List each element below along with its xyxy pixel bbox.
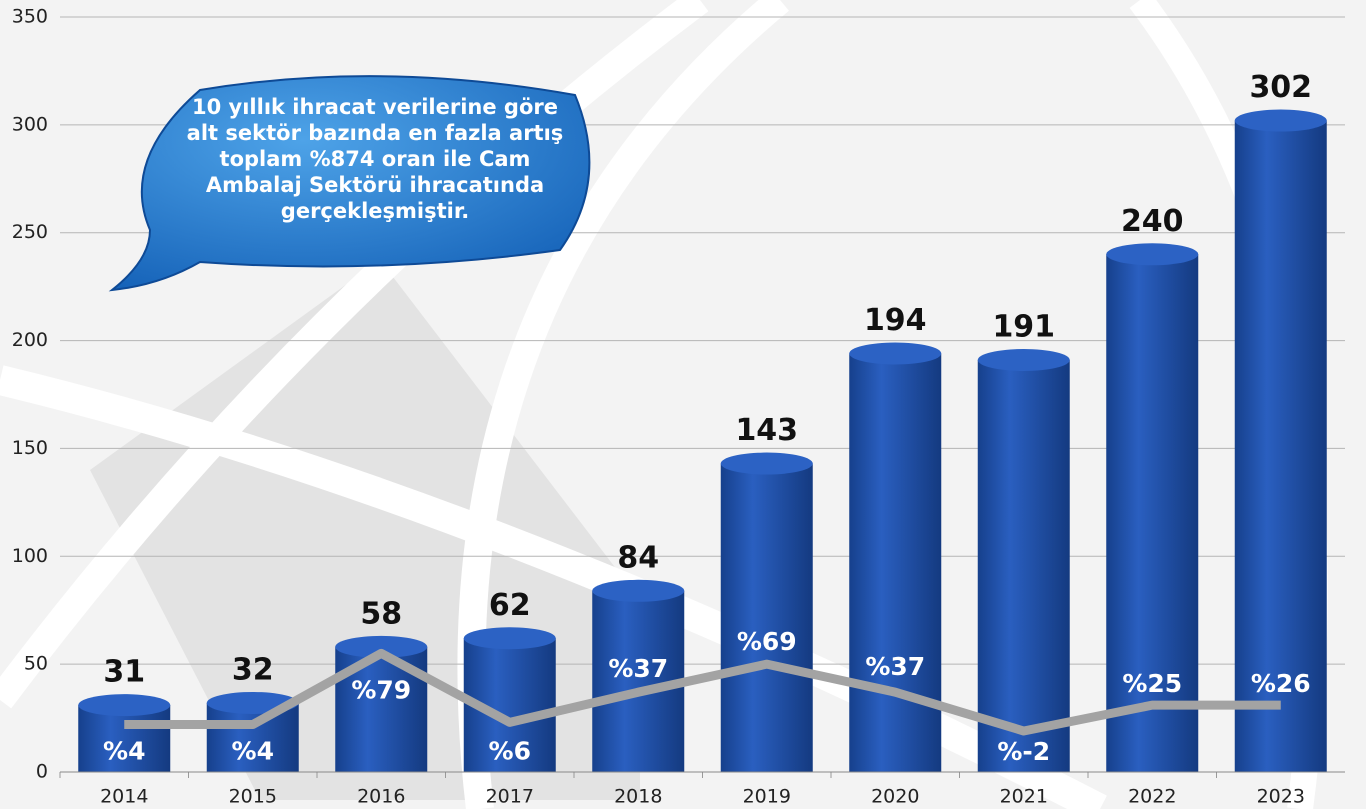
growth-label: %25	[1122, 669, 1182, 698]
x-tick-label: 2019	[743, 786, 791, 808]
growth-line	[124, 648, 1281, 736]
x-tick-label: 2023	[1257, 786, 1305, 808]
value-label: 84	[617, 540, 659, 575]
y-tick-label: 300	[12, 113, 48, 135]
x-tick-label: 2020	[871, 786, 919, 808]
x-tick-label: 2016	[357, 786, 405, 808]
growth-label: %37	[608, 654, 668, 683]
x-tick-label: 2021	[1000, 786, 1048, 808]
bar	[78, 705, 171, 772]
bar-top	[1234, 109, 1327, 132]
bar	[206, 702, 299, 772]
annotation-line: gerçekleşmiştir.	[281, 199, 469, 223]
bar	[720, 463, 813, 772]
value-label: 31	[103, 655, 145, 690]
value-label: 143	[735, 413, 798, 448]
x-tick-label: 2018	[614, 786, 662, 808]
y-tick-label: 150	[12, 437, 48, 459]
bar-top	[592, 579, 685, 602]
bar-top	[463, 627, 556, 650]
value-label: 62	[489, 588, 531, 623]
bar-top	[1106, 243, 1199, 266]
y-tick-label: 350	[12, 6, 48, 28]
value-label: 194	[864, 303, 927, 338]
bg-swoosh	[0, 0, 709, 709]
y-tick-label: 250	[12, 221, 48, 243]
y-tick-label: 100	[12, 545, 48, 567]
bar-top	[977, 348, 1070, 371]
x-tick-label: 2015	[229, 786, 277, 808]
bar	[849, 353, 942, 772]
growth-label: %37	[865, 652, 925, 681]
value-label: 32	[232, 652, 274, 687]
bar-top	[720, 452, 813, 475]
bar-top	[849, 342, 942, 365]
bar-top	[78, 694, 171, 717]
value-label: 240	[1121, 204, 1184, 239]
growth-label: %4	[232, 737, 274, 766]
x-tick-label: 2022	[1128, 786, 1176, 808]
speech-bubble	[108, 75, 591, 292]
y-tick-label: 0	[36, 761, 48, 783]
growth-label: %79	[351, 675, 411, 704]
value-label: 302	[1249, 70, 1312, 105]
annotation-line: 10 yıllık ihracat verilerine göre	[192, 95, 558, 119]
value-label: 191	[992, 309, 1055, 344]
annotation-line: Ambalaj Sektörü ihracatında	[206, 173, 544, 197]
growth-label: %4	[103, 737, 145, 766]
growth-label: %26	[1251, 669, 1311, 698]
bar	[977, 359, 1070, 772]
y-tick-label: 50	[24, 653, 48, 675]
plot: 0 50 100 150 200 250 300 350 2014 31 2015 32 2016 58 2…	[12, 6, 1345, 808]
growth-label: %-2	[997, 737, 1050, 766]
value-label: 58	[360, 596, 402, 631]
x-tick-label: 2014	[100, 786, 148, 808]
bar-top	[335, 635, 428, 658]
growth-label: %69	[737, 627, 797, 656]
growth-label: %6	[489, 736, 531, 765]
y-tick-label: 200	[12, 329, 48, 351]
annotation-line: toplam %874 oran ile Cam	[220, 147, 531, 171]
bar	[1234, 120, 1327, 773]
bar	[1106, 254, 1199, 773]
x-tick-label: 2017	[486, 786, 534, 808]
annotation-line: alt sektör bazında en fazla artış	[187, 121, 564, 145]
